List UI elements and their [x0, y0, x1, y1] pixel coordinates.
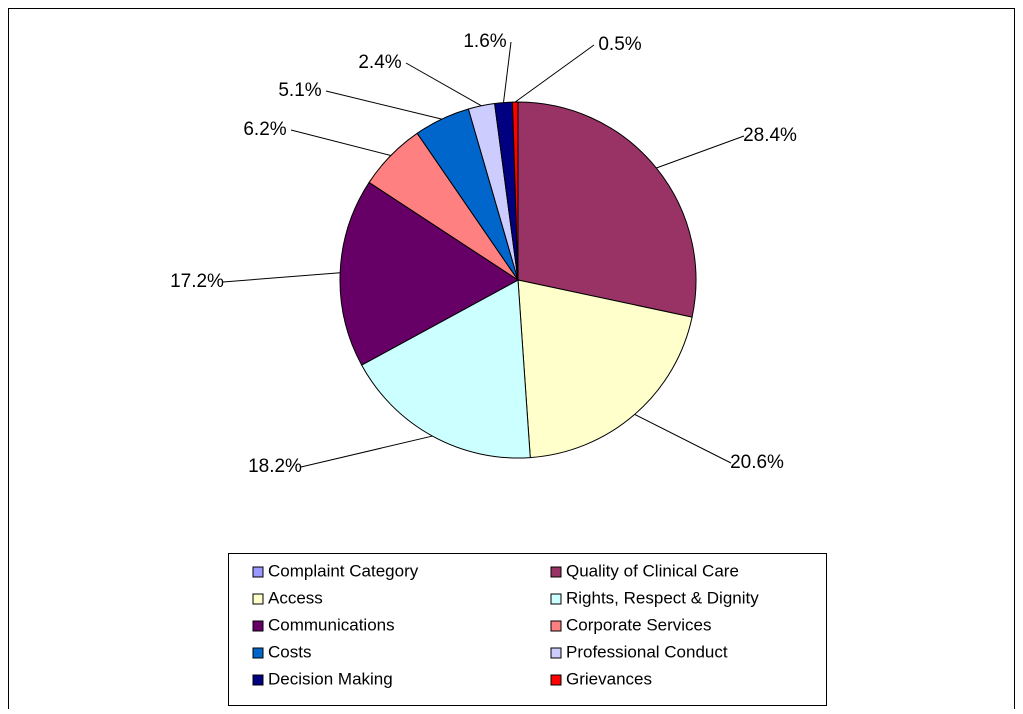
legend-swatch	[252, 674, 264, 686]
pie-slice	[360, 279, 531, 459]
data-label: 20.6%	[730, 452, 784, 473]
leader-line	[222, 272, 341, 283]
data-label: 1.6%	[463, 31, 506, 52]
data-label: 18.2%	[248, 456, 302, 477]
legend-label: Professional Conduct	[566, 642, 728, 661]
pie-slice	[339, 181, 519, 366]
legend-label: Grievances	[566, 669, 652, 688]
data-label: 0.5%	[598, 34, 641, 55]
legend-swatch	[550, 566, 562, 578]
legend-label: Quality of Clinical Care	[566, 561, 739, 580]
data-label: 28.4%	[743, 125, 797, 146]
leader-line	[290, 129, 391, 157]
legend-swatch	[550, 593, 562, 605]
leader-line	[656, 135, 745, 169]
legend-label: Access	[268, 588, 323, 607]
legend-swatch	[252, 620, 264, 632]
legend-box	[228, 553, 827, 706]
legend-swatch	[252, 593, 264, 605]
leader-line	[325, 90, 442, 120]
leader-line	[300, 435, 433, 468]
data-label: 5.1%	[278, 80, 321, 101]
legend-swatch	[550, 620, 562, 632]
leader-line	[514, 44, 595, 103]
pie-slice	[517, 101, 697, 318]
legend-label: Costs	[268, 642, 311, 661]
leader-line	[634, 413, 732, 464]
legend-swatch	[252, 566, 264, 578]
data-label: 6.2%	[243, 119, 286, 140]
legend-swatch	[550, 647, 562, 659]
legend-label: Communications	[268, 615, 395, 634]
pie-slice	[517, 279, 693, 459]
legend-label: Rights, Respect & Dignity	[566, 588, 759, 607]
leader-line	[405, 62, 482, 107]
data-label: 2.4%	[358, 52, 401, 73]
legend-label: Decision Making	[268, 669, 393, 688]
legend-label: Complaint Category	[268, 561, 419, 580]
legend-swatch	[550, 674, 562, 686]
legend-swatch	[252, 647, 264, 659]
legend-label: Corporate Services	[566, 615, 712, 634]
leader-line	[503, 41, 512, 103]
data-label: 17.2%	[170, 271, 224, 292]
